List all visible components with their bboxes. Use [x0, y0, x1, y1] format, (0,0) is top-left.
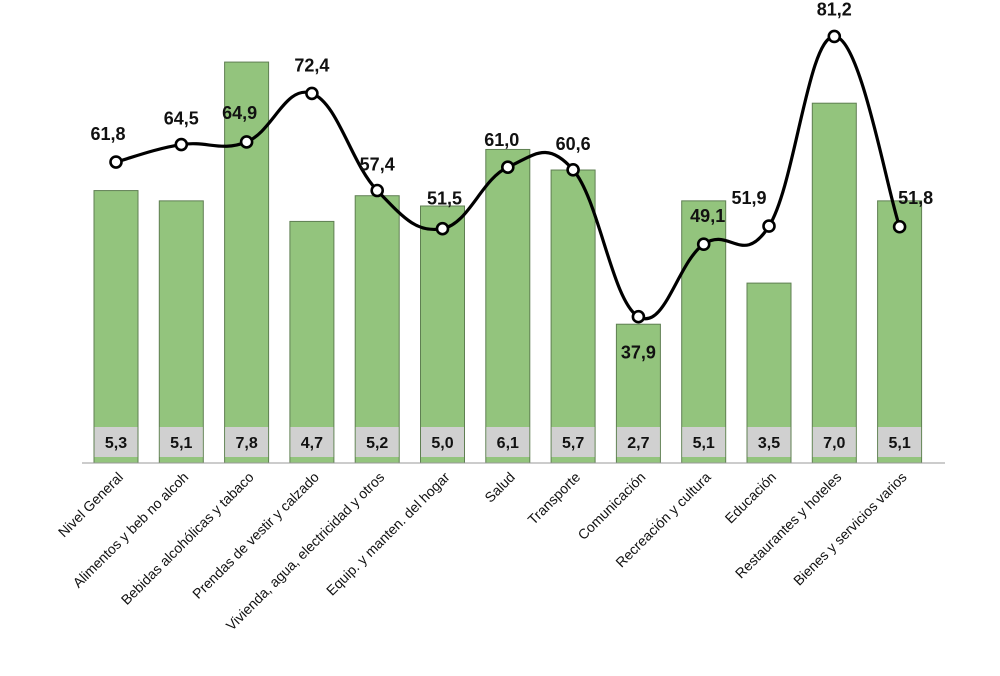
bar-value-label: 3,5	[758, 435, 780, 452]
category-label: Nivel General	[55, 469, 126, 540]
line-series-layer	[109, 29, 907, 324]
category-label: Educación	[722, 469, 780, 527]
bar-labels-layer: 5,3 5,1 7,8 4,7 5,2 5,0 6,1 5,7 2,7 5,1 3,5 7,0 5,1	[94, 427, 922, 457]
line-value-label: 61,0	[484, 130, 519, 150]
bar-label-box	[94, 427, 138, 457]
line-point	[370, 183, 385, 198]
bar-label-box	[225, 427, 269, 457]
bar	[877, 200, 923, 464]
bar-label-box	[682, 427, 726, 457]
line-value-label: 37,9	[621, 343, 656, 363]
line-point	[435, 221, 450, 236]
bar	[550, 169, 596, 464]
line-value-label: 72,4	[294, 55, 329, 75]
line-point	[631, 309, 646, 324]
line-point	[762, 219, 776, 233]
line-value-label: 51,9	[731, 188, 766, 208]
line-point	[696, 237, 711, 252]
category-label: Equip. y manten. del hogar	[323, 469, 453, 599]
bar	[420, 205, 465, 464]
bar-value-label: 5,1	[888, 435, 910, 452]
bar	[354, 195, 400, 464]
line-point	[174, 137, 189, 152]
bar-label-box	[159, 427, 203, 457]
line-point	[500, 160, 515, 175]
line-point	[109, 155, 123, 169]
category-label: Prendas de vestir y calzado	[189, 469, 322, 602]
category-label: Bienes y servicios varios	[790, 469, 910, 589]
bar-value-label: 5,7	[562, 435, 584, 452]
line-value-label: 61,8	[90, 124, 125, 144]
bar-value-label: 5,0	[431, 435, 453, 452]
line-point	[892, 219, 907, 234]
line-value-label: 64,9	[222, 103, 257, 123]
bar-value-label: 6,1	[497, 435, 519, 452]
bar	[289, 220, 335, 464]
bar-value-label: 4,7	[301, 435, 323, 452]
bar	[93, 190, 139, 464]
bar-label-box	[551, 427, 595, 457]
bar-label-box	[290, 427, 334, 457]
line-value-label: 57,4	[360, 155, 395, 175]
line-value-label: 51,8	[898, 188, 933, 208]
bar-label-box	[812, 427, 856, 457]
bar-value-label: 7,0	[823, 435, 845, 452]
category-label: Comunicación	[574, 469, 648, 543]
bar-value-label: 5,2	[366, 435, 388, 452]
line-point	[827, 29, 842, 44]
line-value-label: 64,5	[164, 109, 199, 129]
bar	[811, 102, 857, 464]
bar-label-box	[878, 427, 922, 457]
line-value-label: 81,2	[817, 0, 852, 19]
bars-layer	[93, 61, 923, 464]
line-point	[566, 162, 580, 177]
bar-value-label: 7,8	[235, 435, 257, 452]
category-label: Bebidas alcohólicas y tabaco	[118, 469, 257, 608]
line-point	[305, 86, 319, 101]
bar-value-label: 2,7	[627, 435, 649, 452]
bar-label-box	[486, 427, 530, 457]
bar	[158, 200, 204, 464]
category-label: Salud	[481, 469, 518, 506]
line-value-label: 51,5	[427, 189, 462, 209]
bar-value-label: 5,3	[105, 435, 127, 452]
line-value-label: 49,1	[690, 206, 725, 226]
bar-label-box	[421, 427, 464, 457]
category-label: Transporte	[524, 469, 583, 528]
bar	[485, 148, 531, 464]
series-line	[115, 34, 902, 321]
bar-label-box	[747, 427, 791, 457]
line-value-label: 60,6	[556, 134, 591, 154]
bar	[224, 61, 270, 464]
line-point	[239, 135, 254, 149]
line-labels-layer: 61,8 64,5 64,9 72,4 57,4 51,5 61,0 60,6 37,9 49,1…	[90, 0, 933, 363]
category-label: Alimentos y beb no alcoh	[69, 469, 191, 591]
category-label: Restaurantes y hoteles	[732, 469, 845, 582]
bar-label-box	[355, 427, 399, 457]
bar-value-label: 5,1	[693, 435, 715, 452]
bar-value-label: 5,1	[170, 435, 192, 452]
bar-label-box	[616, 427, 660, 457]
